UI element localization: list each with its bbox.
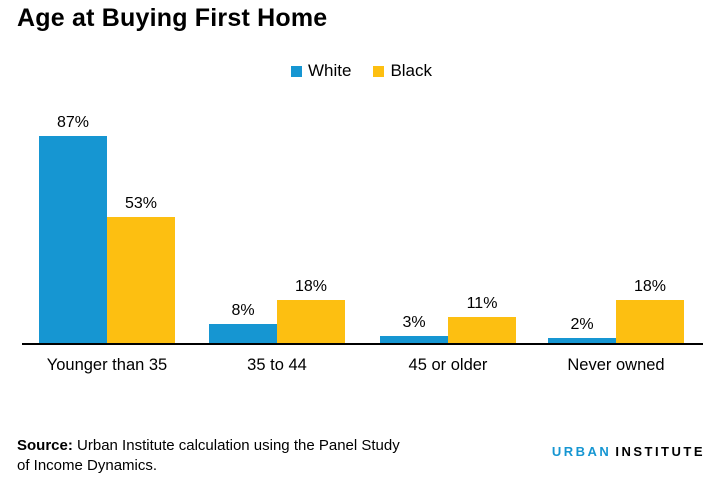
value-label-white-never-owned: 2%	[570, 316, 594, 333]
chart-title: Age at Buying First Home	[17, 4, 328, 32]
bar-black-45-or-older	[448, 317, 516, 343]
bar-black-never-owned	[616, 300, 684, 343]
bar-white-35-to-44	[209, 324, 277, 343]
source-note: Source: Urban Institute calculation usin…	[17, 436, 407, 476]
value-label-black-45-or-older: 11%	[466, 295, 498, 312]
black-series-swatch-icon	[373, 65, 385, 77]
category-label-never-owned: Never owned	[567, 356, 665, 374]
legend-item-black: Black	[373, 61, 432, 81]
legend-item-white: White	[290, 61, 352, 81]
value-label-white-45-or-older: 3%	[402, 314, 426, 331]
legend-label-black: Black	[390, 61, 433, 80]
bar-black-35-to-44	[277, 300, 345, 343]
source-prefix: Source:	[17, 437, 73, 454]
logo-institute-text: INSTITUTE	[615, 444, 705, 459]
legend: White Black	[0, 61, 723, 81]
bar-white-45-or-older	[380, 336, 448, 343]
value-label-white-younger-than-35: 87%	[56, 114, 90, 131]
bar-black-younger-than-35	[107, 217, 175, 343]
urban-institute-logo: URBAN INSTITUTE	[552, 444, 705, 459]
value-label-black-younger-than-35: 53%	[124, 195, 158, 212]
value-label-white-35-to-44: 8%	[231, 302, 255, 319]
logo-urban-text: URBAN	[551, 444, 612, 459]
bar-white-younger-than-35	[39, 136, 107, 343]
x-axis-line	[22, 343, 703, 345]
value-label-black-35-to-44: 18%	[294, 278, 328, 295]
white-series-swatch-icon	[290, 65, 302, 77]
bar-white-never-owned	[548, 338, 616, 343]
category-label-younger-than-35: Younger than 35	[46, 356, 168, 374]
value-label-black-never-owned: 18%	[633, 278, 667, 295]
category-label-35-to-44: 35 to 44	[247, 356, 307, 374]
category-label-45-or-older: 45 or older	[408, 356, 488, 374]
legend-label-white: White	[307, 61, 352, 80]
source-text: Urban Institute calculation using the Pa…	[17, 437, 400, 474]
